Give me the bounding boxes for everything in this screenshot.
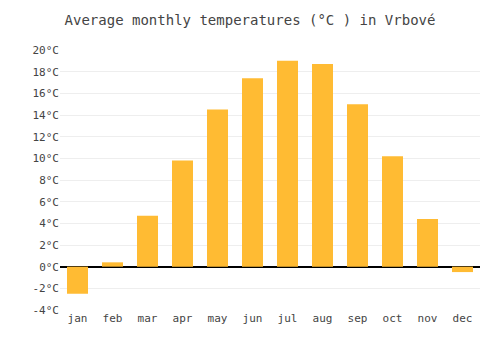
svg-text:jun: jun xyxy=(243,312,263,325)
svg-text:6°C: 6°C xyxy=(39,196,59,209)
svg-text:feb: feb xyxy=(103,312,123,325)
svg-text:-2°C: -2°C xyxy=(33,282,60,295)
svg-text:mar: mar xyxy=(138,312,158,325)
svg-text:aug: aug xyxy=(313,312,333,325)
svg-text:14°C: 14°C xyxy=(33,109,60,122)
svg-text:oct: oct xyxy=(383,312,403,325)
svg-text:apr: apr xyxy=(173,312,193,325)
svg-text:10°C: 10°C xyxy=(33,152,60,165)
svg-text:20°C: 20°C xyxy=(33,44,60,57)
svg-text:nov: nov xyxy=(418,312,438,325)
svg-text:2°C: 2°C xyxy=(39,239,59,252)
svg-text:sep: sep xyxy=(348,312,368,325)
svg-text:may: may xyxy=(208,312,228,325)
svg-text:0°C: 0°C xyxy=(39,261,59,274)
svg-text:jan: jan xyxy=(68,312,88,325)
svg-text:jul: jul xyxy=(278,312,298,325)
svg-text:8°C: 8°C xyxy=(39,174,59,187)
svg-text:4°C: 4°C xyxy=(39,217,59,230)
svg-text:dec: dec xyxy=(453,312,473,325)
svg-text:12°C: 12°C xyxy=(33,131,60,144)
svg-text:18°C: 18°C xyxy=(33,66,60,79)
svg-text:-4°C: -4°C xyxy=(33,304,60,317)
svg-text:16°C: 16°C xyxy=(33,87,60,100)
svg-text:Average monthly temperatures (: Average monthly temperatures (°C ) in Vr… xyxy=(65,12,436,28)
